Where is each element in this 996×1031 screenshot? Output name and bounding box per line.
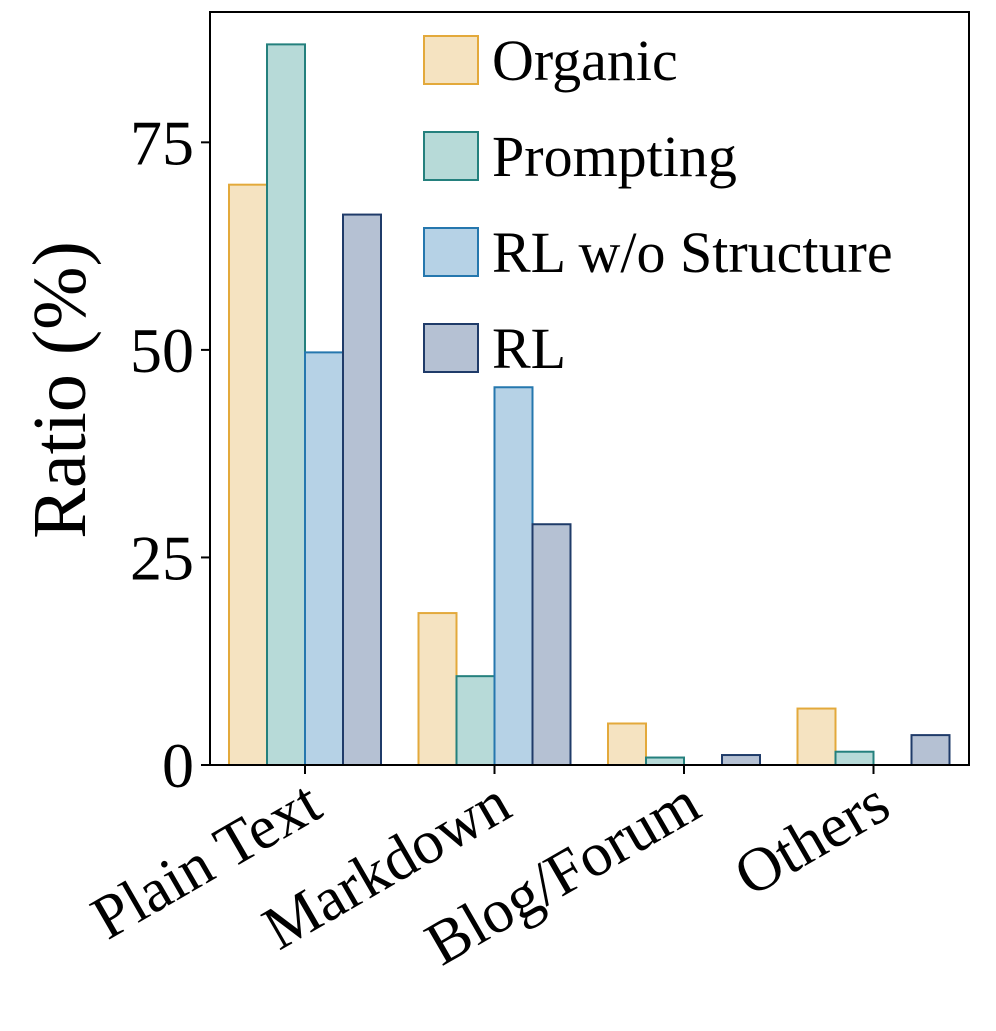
legend-label-rl: RL: [492, 316, 566, 381]
y-tick-label: 0: [162, 730, 194, 801]
bar-prompting-blog-forum: [645, 756, 685, 767]
legend-swatch-rl: [423, 323, 479, 373]
plot-frame: [209, 11, 970, 766]
legend-swatch-prompting: [423, 131, 479, 181]
bars-layer: [228, 43, 951, 767]
bar-rl-plain-text: [342, 213, 382, 766]
legend-label-prompting: Prompting: [492, 124, 737, 189]
bar-organic-others: [796, 707, 837, 767]
y-tick-label: 75: [130, 107, 194, 178]
bar-prompting-plain-text: [266, 43, 306, 766]
x-tick-label-others: Others: [723, 768, 900, 910]
bar-organic-markdown: [417, 612, 458, 766]
y-axis-label: Ratio (%): [18, 241, 102, 539]
bar-rl-w-o-structure-plain-text: [304, 351, 344, 766]
bar-rl-w-o-structure-markdown: [493, 386, 534, 766]
legend-label-rl-w-o-structure: RL w/o Structure: [492, 220, 893, 285]
legend: Organic Prompting RL w/o Structure RL: [423, 28, 893, 381]
bar-rl-markdown: [531, 523, 572, 766]
bar-prompting-markdown: [455, 675, 496, 767]
legend-swatch-rl-w-o-structure: [423, 227, 479, 277]
y-tick-label: 50: [130, 315, 194, 386]
bar-rl-blog-forum: [721, 754, 761, 766]
legend-swatch-organic: [423, 35, 479, 85]
bar-organic-blog-forum: [607, 722, 647, 766]
bar-organic-plain-text: [228, 183, 268, 766]
legend-label-organic: Organic: [492, 28, 678, 93]
y-tick-label: 25: [130, 522, 194, 593]
bar-rl-others: [910, 734, 951, 767]
y-axis: 0 25 50 75: [130, 107, 210, 801]
bar-prompting-others: [834, 750, 875, 767]
